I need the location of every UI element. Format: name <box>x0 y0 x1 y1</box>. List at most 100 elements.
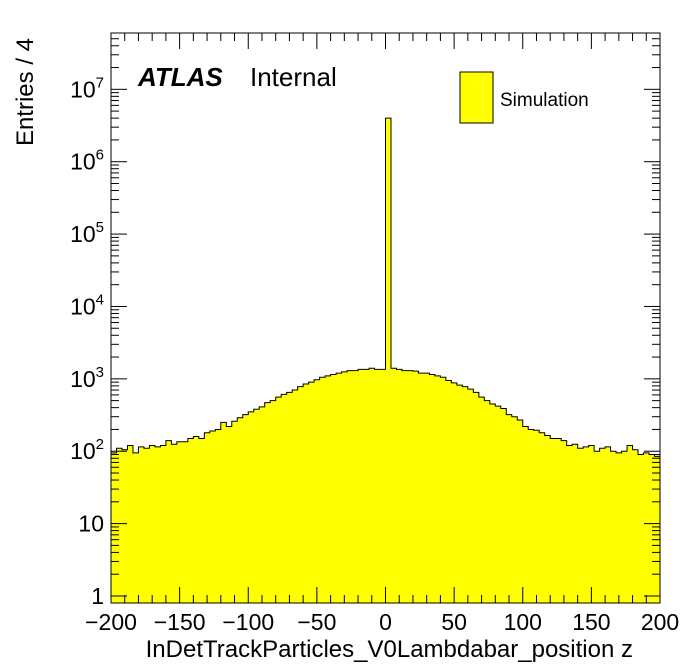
histogram-bin <box>380 369 386 603</box>
legend-label: Simulation <box>500 90 589 111</box>
histogram-bin <box>555 438 562 603</box>
histogram-bin <box>467 389 474 603</box>
histogram-bin <box>456 385 463 603</box>
histogram-bin <box>621 451 628 603</box>
histogram-bin <box>616 452 622 603</box>
y-tick-label: 106 <box>70 147 104 175</box>
histogram-bin <box>116 448 123 603</box>
histogram-bin <box>264 402 271 603</box>
histogram-bin <box>434 375 441 603</box>
histogram-bin <box>220 422 227 603</box>
histogram-outline <box>110 117 661 603</box>
histogram-bin <box>325 375 331 603</box>
x-tick-labels: −200 −150 −100 −50 0 50 100 150 200 <box>85 609 679 635</box>
histogram-bin <box>319 377 326 603</box>
histogram-bin <box>654 456 661 603</box>
histogram-bin <box>401 370 408 603</box>
histogram-bin <box>605 446 611 603</box>
histogram-bin <box>632 449 639 603</box>
histogram-bin <box>489 403 496 603</box>
legend: Simulation <box>459 71 589 124</box>
atlas-label-bold: ATLAS <box>137 62 223 92</box>
x-tick-label: −100 <box>222 609 274 635</box>
histogram-bin <box>198 438 205 603</box>
atlas-label-internal: Internal <box>250 62 337 92</box>
histogram-bin <box>539 432 546 603</box>
histogram-bin <box>352 370 359 603</box>
histogram-bin <box>231 421 238 603</box>
histogram-bin <box>204 432 211 603</box>
histogram-bin <box>594 451 600 603</box>
histogram-bin <box>363 369 370 603</box>
x-tick-label: 50 <box>441 609 467 635</box>
histogram-bin <box>385 118 392 603</box>
x-tick-label: −200 <box>85 609 137 635</box>
histogram-bin <box>511 416 518 603</box>
x-axis-label: InDetTrackParticles_V0Lambdabar_position… <box>146 636 633 663</box>
histogram-bin <box>182 441 189 603</box>
x-tick-label: 150 <box>572 609 610 635</box>
histogram-bin <box>138 446 145 603</box>
y-tick-label: 104 <box>70 291 104 319</box>
histogram-bin <box>242 414 249 603</box>
histogram-bin <box>303 383 309 603</box>
histogram-bin <box>495 406 502 603</box>
histogram-bin <box>522 426 529 603</box>
histogram-bin <box>275 397 282 603</box>
histogram-bin <box>226 426 233 603</box>
histogram-bin <box>506 414 513 603</box>
histogram-bin <box>358 369 364 603</box>
histogram-bin <box>253 409 260 603</box>
x-tick-label: 100 <box>504 609 542 635</box>
histogram-bin <box>390 368 397 603</box>
plot-frame <box>110 32 661 604</box>
histogram-bin <box>237 417 244 603</box>
histogram-bin <box>341 371 348 603</box>
histogram-bin <box>462 386 469 603</box>
histogram-bin <box>577 448 584 603</box>
histogram-bin <box>143 448 150 603</box>
histogram-bin <box>566 445 573 603</box>
histogram-bin <box>484 400 491 603</box>
histogram-bin <box>286 392 293 603</box>
y-tick-label: 102 <box>70 436 104 464</box>
legend-swatch <box>459 71 494 124</box>
histogram-bin <box>418 373 425 603</box>
x-tick-label: −50 <box>297 609 336 635</box>
histogram-bin <box>528 429 535 603</box>
histogram-bin <box>517 420 524 603</box>
histogram-bin <box>533 430 540 603</box>
histogram-bin <box>176 441 183 603</box>
x-tick-label: 0 <box>379 609 392 635</box>
histogram-bin <box>215 429 222 603</box>
y-tick-label: 107 <box>70 74 104 102</box>
histogram-bin <box>281 394 288 603</box>
histogram-bin <box>643 452 650 603</box>
histogram-bin <box>627 445 633 603</box>
histogram-bin <box>396 369 403 603</box>
histogram-bin <box>583 446 589 603</box>
y-tick-label: 10 <box>78 511 104 537</box>
histogram-bin <box>440 377 447 603</box>
histogram-bin <box>561 440 568 603</box>
histogram-bars <box>110 117 661 603</box>
histogram-bin <box>572 444 578 603</box>
histogram-bin <box>160 445 167 603</box>
histogram-bin <box>649 454 655 603</box>
histogram-bin <box>445 380 452 603</box>
atlas-label: ATLAS Internal <box>137 62 337 92</box>
histogram-bin <box>588 445 595 603</box>
histogram-bin <box>111 452 117 603</box>
histogram-bin <box>171 444 178 603</box>
histogram-bin <box>121 449 128 603</box>
histogram-bin <box>330 374 337 603</box>
histogram-bin <box>638 454 644 603</box>
histogram-bin <box>369 368 375 603</box>
y-tick-labels: 1 10 102 103 104 105 106 107 <box>70 74 104 609</box>
histogram-bin <box>429 374 436 603</box>
y-tick-label: 103 <box>70 364 104 392</box>
histogram-bin <box>193 436 200 603</box>
y-tick-label: 1 <box>91 583 104 609</box>
x-tick-label: 200 <box>641 609 679 635</box>
histogram-bin <box>292 390 299 603</box>
